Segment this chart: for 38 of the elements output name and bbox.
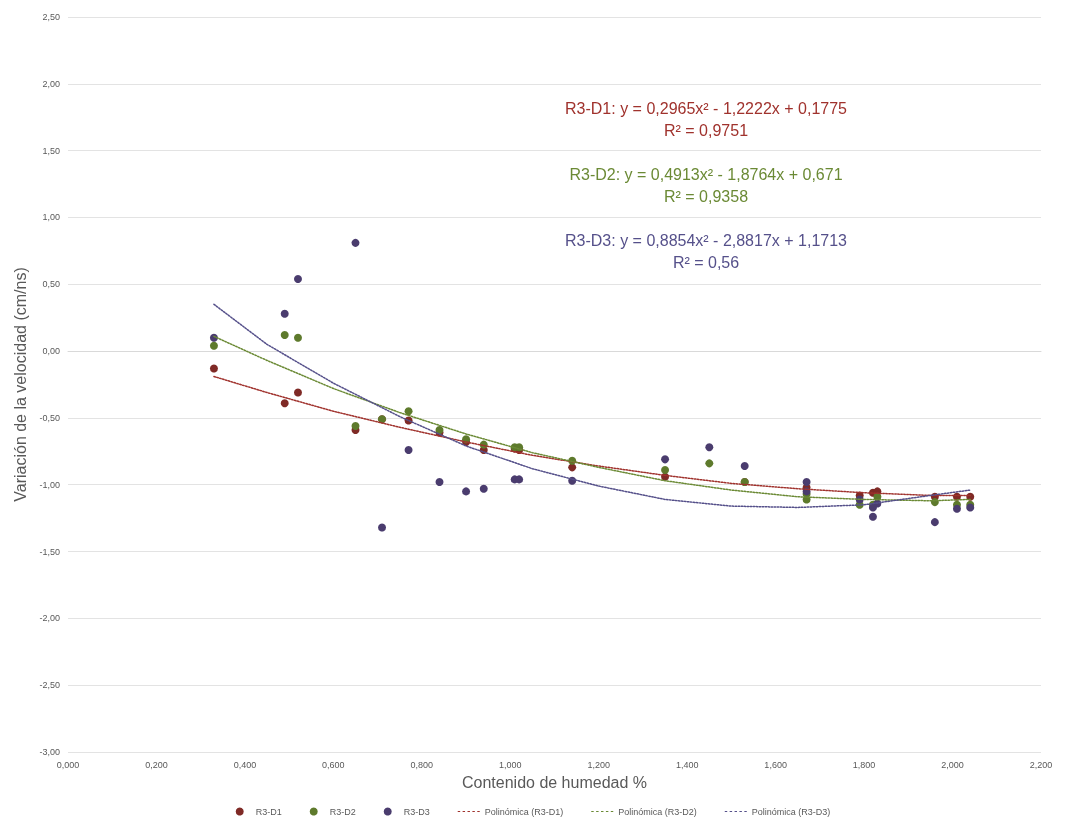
annotation: R² = 0,56 <box>672 253 740 271</box>
legend-label: Polinómica (R3-D1) <box>484 806 564 817</box>
y-tick-label: -0,50 <box>39 412 60 423</box>
legend-label: R3-D3 <box>403 806 430 817</box>
legend-label: Polinómica (R3-D2) <box>618 806 697 817</box>
x-tick-label: 1,000 <box>499 759 522 770</box>
annotation: R² = 0,9358 <box>663 187 749 205</box>
y-tick-label: -2,00 <box>39 613 60 624</box>
y-tick-label: -1,50 <box>39 546 60 557</box>
y-tick-label: 0,00 <box>42 346 60 357</box>
x-tick-label: 2,000 <box>941 759 964 770</box>
x-tick-label: 0,600 <box>322 759 345 770</box>
x-tick-label: 1,600 <box>764 759 787 770</box>
annotation: R3-D3: y = 0,8854x² - 2,8817x + 1,1713 <box>565 231 848 249</box>
legend-label: Polinómica (R3-D3) <box>751 806 831 817</box>
x-tick-label: 1,800 <box>852 759 876 770</box>
legend-label: R3-D1 <box>255 806 282 817</box>
y-tick-label: -2,50 <box>39 680 60 691</box>
y-axis-title: Variación de la velocidad (cm/ns) <box>11 267 29 502</box>
y-tick-label: 2,00 <box>42 78 60 89</box>
legend-label: R3-D2 <box>329 806 356 817</box>
x-tick-label: 1,400 <box>675 759 699 770</box>
y-tick-label: 0,50 <box>42 279 60 290</box>
annotation: R3-D2: y = 0,4913x² - 1,8764x + 0,671 <box>569 165 843 183</box>
y-tick-label: 2,50 <box>42 12 60 22</box>
y-tick-label: -3,00 <box>39 747 60 757</box>
x-tick-label: 2,200 <box>1029 759 1053 770</box>
x-axis-title: Contenido de humedad % <box>461 773 648 791</box>
y-tick-label: 1,50 <box>42 145 60 156</box>
annotation: R3-D1: y = 0,2965x² - 1,2222x + 0,1775 <box>565 99 848 117</box>
y-tick-label: 1,00 <box>42 212 60 223</box>
x-tick-label: 0,200 <box>145 759 168 770</box>
annotation: R² = 0,9751 <box>663 121 749 139</box>
x-tick-label: 0,800 <box>410 759 434 770</box>
x-tick-label: 1,200 <box>587 759 610 770</box>
y-tick-label: -1,00 <box>39 479 60 490</box>
x-tick-label: 0,400 <box>233 759 257 770</box>
x-tick-label: 0,000 <box>56 759 80 770</box>
